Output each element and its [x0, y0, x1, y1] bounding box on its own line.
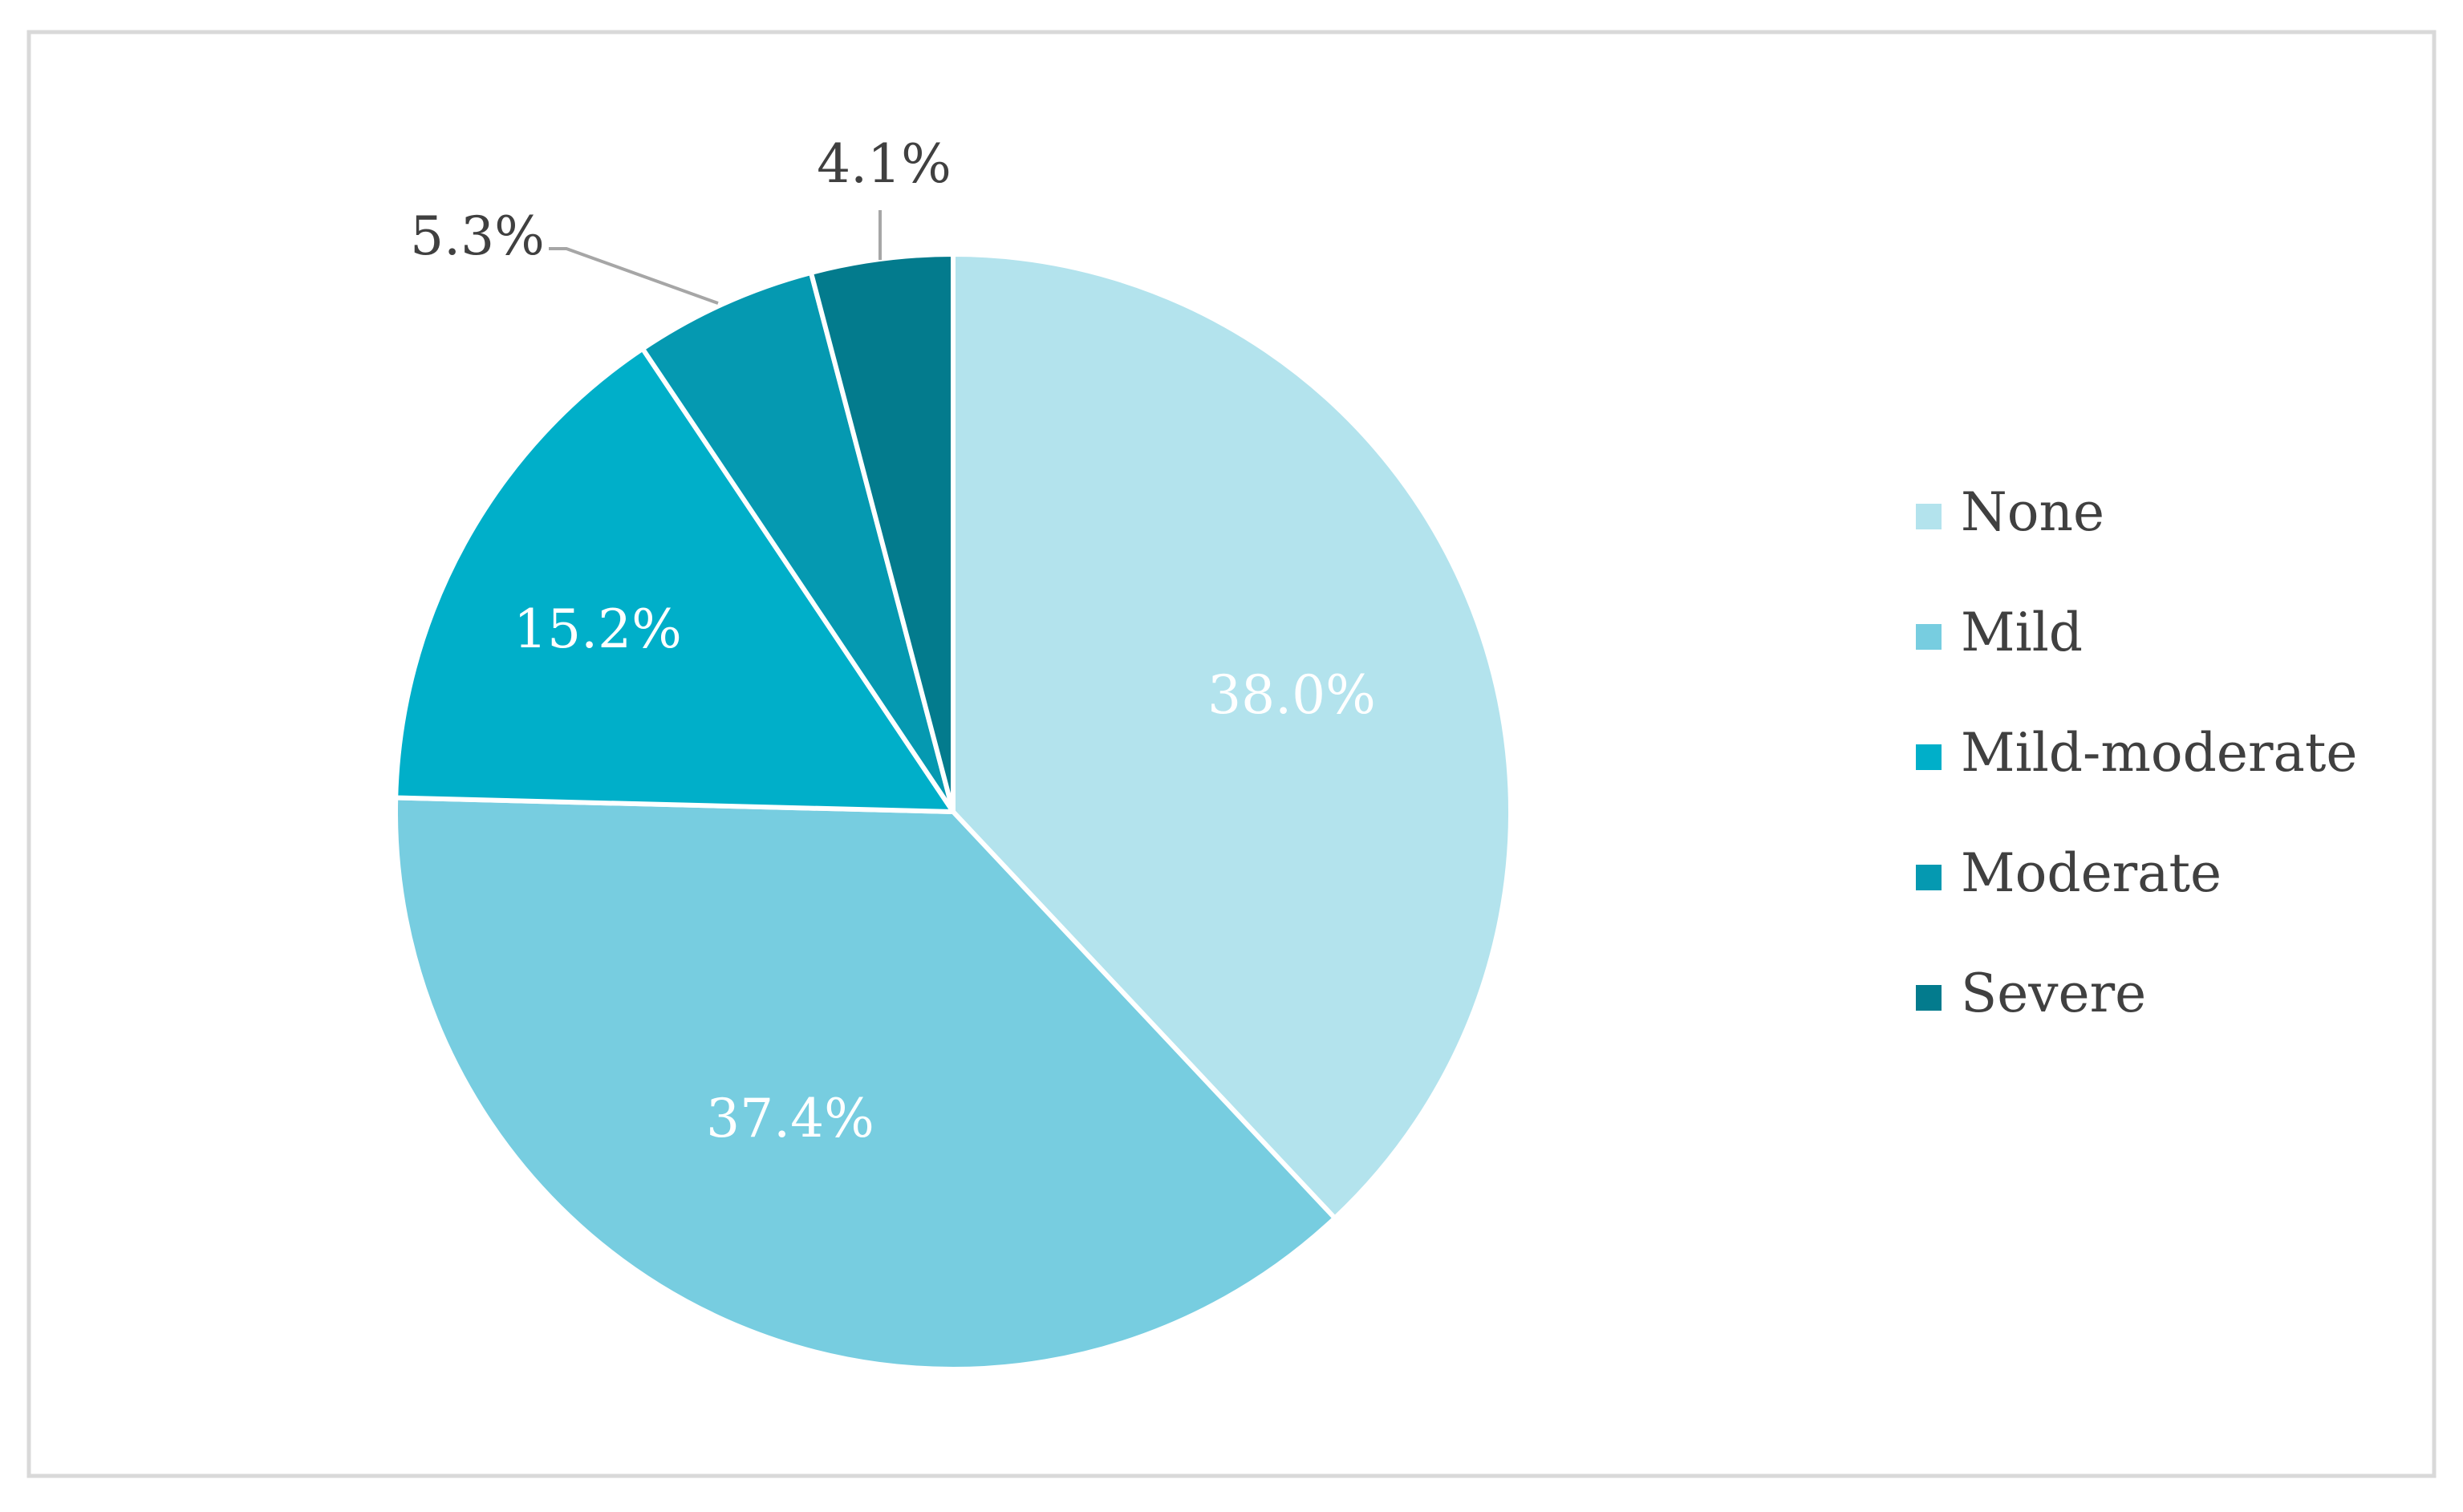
data-labels: 38.0% 37.4% 15.2% 5.3% 4.1% — [410, 133, 1376, 1149]
legend-label-none: None — [1961, 481, 2104, 543]
legend-swatch-severe — [1916, 985, 1942, 1011]
data-label-mild-moderate: 15.2% — [513, 598, 682, 660]
leader-lines — [549, 210, 882, 305]
data-label-moderate: 5.3% — [410, 205, 545, 267]
legend-label-moderate: Moderate — [1961, 842, 2222, 904]
legend-label-mild: Mild — [1961, 602, 2083, 663]
legend-swatch-mild — [1916, 624, 1942, 650]
pie-slices — [393, 252, 1513, 1372]
legend-swatch-moderate — [1916, 865, 1942, 890]
pie-slice-mild — [393, 795, 1337, 1372]
legend-swatch-mild-moderate — [1916, 744, 1942, 770]
leader-line-moderate — [549, 247, 719, 305]
pie-slice-none — [951, 252, 1513, 1221]
pie-slice-mild-moderate — [393, 346, 956, 814]
data-label-mild: 37.4% — [706, 1088, 874, 1149]
legend-swatch-none — [1916, 504, 1942, 529]
legend-label-mild-moderate: Mild-moderate — [1961, 722, 2357, 784]
data-label-severe: 4.1% — [817, 133, 952, 195]
legend-label-severe: Severe — [1961, 963, 2146, 1024]
data-label-none: 38.0% — [1207, 664, 1376, 726]
pie-slice-moderate — [639, 270, 956, 814]
legend: None Mild Mild-moderate Moderate Severe — [1916, 481, 2357, 1024]
